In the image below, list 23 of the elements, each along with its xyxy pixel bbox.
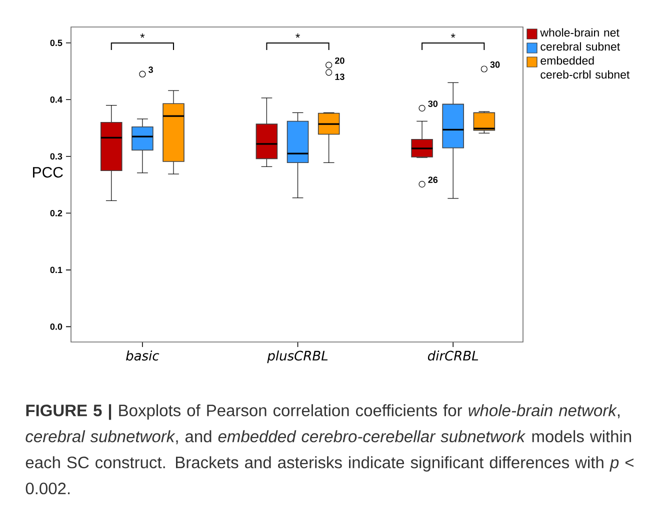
y-tick-label: 0.5 <box>50 40 62 46</box>
y-tick-label: 0.1 <box>50 266 62 274</box>
x-tick-label: plusCRBL <box>267 350 328 364</box>
legend-label: cerebral subnet <box>540 42 620 51</box>
annotation: 13 <box>335 74 344 80</box>
x-tick-label: dirCRBL <box>428 350 478 361</box>
legend-label: embedded cereb-crbl subnet <box>540 56 630 79</box>
annotation: 30 <box>428 100 438 107</box>
annotation: 3 <box>148 66 153 73</box>
text: FIGURE 5 | Boxplots of Pearson correlation coefficients for whole-brain network, cerebral subnetwork, and embedded cerebro-cerebellar subnetwork models within each SC construct. Brackets and asterisks indicate significant differences with p < 0.002. <box>26 404 634 494</box>
annotation: 26 <box>428 176 438 184</box>
annotation: * <box>140 34 145 38</box>
y-axis-title: PCC <box>33 166 63 178</box>
annotation: * <box>450 34 456 38</box>
annotation: 30 <box>490 61 500 68</box>
x-tick-label: basic <box>126 350 160 361</box>
y-tick-label: 0.3 <box>50 153 62 160</box>
y-tick-label: 0.2 <box>50 210 62 216</box>
y-tick-label: 0.0 <box>50 323 62 330</box>
annotation: 20 <box>335 57 344 64</box>
legend-label: whole-brain net <box>540 28 620 37</box>
annotation: * <box>296 34 300 38</box>
y-tick-label: 0.4 <box>50 96 62 103</box>
